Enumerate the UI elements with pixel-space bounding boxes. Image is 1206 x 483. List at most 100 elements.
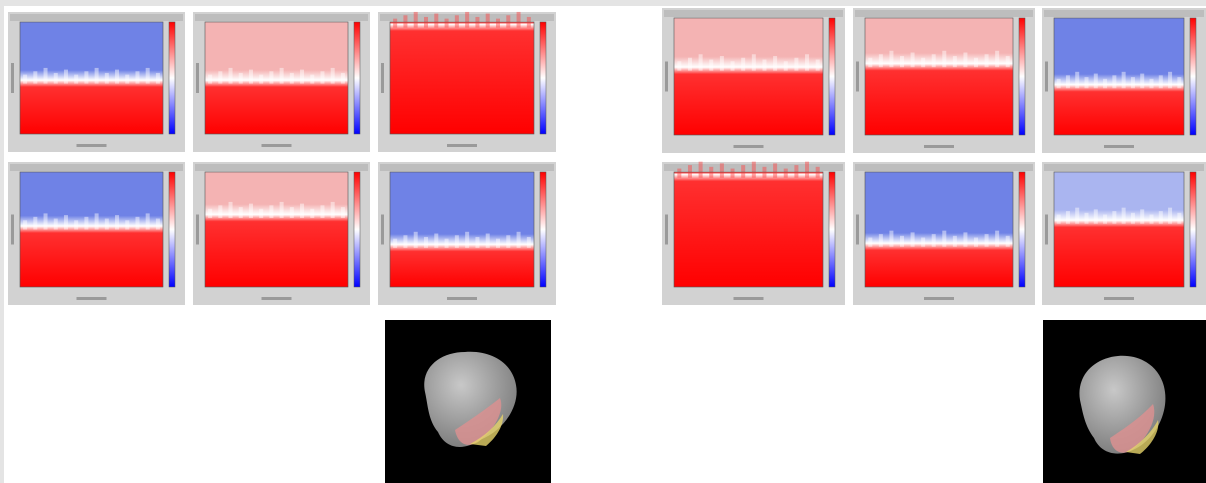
spectrogram-streak (1130, 77, 1135, 89)
spectrogram-image (1054, 172, 1184, 287)
x-axis-label-strip (447, 144, 477, 147)
spectrogram-streak (320, 71, 325, 84)
spectrogram-streak (74, 74, 79, 84)
spectrogram-streak (1168, 207, 1173, 224)
spectrogram-streak (952, 235, 957, 247)
spectrogram-streak (805, 54, 810, 71)
spectrogram-streak (330, 201, 335, 218)
spectrogram-streak (878, 234, 883, 247)
spectrogram-streak (1065, 75, 1070, 89)
spectrogram-streak (963, 52, 968, 68)
spectrogram-streak (1121, 71, 1126, 89)
colorbar (1189, 171, 1197, 288)
colorbar (1018, 171, 1026, 288)
spectrogram-streak (984, 54, 989, 68)
spectrogram-streak (1065, 211, 1070, 224)
spectrogram-streak (942, 230, 947, 247)
spectrogram-streak (900, 56, 904, 68)
spectrogram-streak (23, 220, 28, 230)
spectrogram-streak (984, 234, 989, 247)
panel-title-strip (10, 164, 183, 171)
colorbar (539, 21, 547, 135)
spectrogram-streak (208, 74, 213, 84)
y-axis-label-strip (665, 214, 668, 245)
spectrogram-streak (995, 50, 1000, 68)
spectrogram-panel (378, 11, 556, 152)
spectrogram-streak (403, 235, 408, 248)
spectrogram-streak (1140, 209, 1145, 224)
spectrogram-streak (868, 57, 873, 68)
x-axis-label-strip (733, 297, 764, 300)
x-axis-label-strip (924, 297, 954, 300)
panel-title-strip (380, 164, 554, 171)
spectrogram-image (20, 172, 163, 287)
spectrogram-streak (516, 231, 521, 248)
spectrogram-panel (8, 162, 185, 305)
spectrogram-streak (424, 236, 428, 248)
spectrogram-streak (794, 165, 799, 178)
x-axis-label-strip (1104, 145, 1134, 148)
y-axis-label-strip (381, 214, 384, 245)
spectrogram-streak (104, 72, 109, 84)
spectrogram-streak (43, 213, 48, 230)
y-axis-label-strip (196, 63, 199, 93)
colorbar (353, 21, 361, 135)
spectrogram-streak (1112, 75, 1117, 89)
spectrogram-streak (805, 161, 810, 178)
spectrogram-streak (1093, 209, 1098, 224)
brain-image (385, 320, 551, 483)
spectrogram-streak (125, 220, 130, 230)
colorbar (828, 17, 836, 136)
spectrogram-streak (393, 238, 398, 248)
spectrogram-streak (218, 71, 223, 84)
spectrogram-streak (1177, 212, 1182, 224)
colorbar (168, 21, 176, 135)
spectrogram-streak (300, 69, 305, 84)
plot-frame (19, 171, 164, 288)
spectrogram-streak (269, 205, 274, 218)
y-axis-label-strip (665, 61, 668, 92)
spectrogram-streak (1158, 211, 1163, 224)
y-axis-label-strip (11, 63, 14, 93)
spectrogram-streak (719, 163, 724, 178)
spectrogram-streak (413, 11, 418, 28)
spectrogram-streak (475, 236, 480, 248)
panel-title-strip (10, 14, 183, 21)
spectrogram-streak (963, 232, 968, 247)
colorbar (1018, 17, 1026, 136)
spectrogram-streak (496, 18, 500, 28)
y-axis-label-strip (1045, 214, 1048, 245)
spectrogram-streak (289, 207, 294, 218)
panel-title-strip (664, 164, 843, 171)
panel-title-strip (1044, 10, 1204, 17)
spectrogram-streak (1121, 207, 1126, 224)
spectrogram-streak (741, 165, 746, 178)
spectrogram-streak (1093, 73, 1098, 89)
spectrogram-streak (248, 69, 253, 84)
x-axis-label-strip (76, 144, 107, 147)
spectrogram-streak (1103, 214, 1108, 224)
spectrogram-streak (1056, 214, 1061, 224)
x-axis-label-strip (447, 297, 477, 300)
spectrogram-streak (269, 71, 274, 84)
brain-region (1110, 404, 1155, 453)
spectrogram-streak (403, 15, 408, 28)
spectrogram-streak (145, 213, 150, 230)
spectrogram-image (20, 22, 163, 134)
spectrogram-streak (413, 231, 418, 248)
spectrogram-streak (155, 72, 160, 84)
spectrogram-streak (677, 61, 682, 71)
spectrogram-image (865, 18, 1013, 135)
spectrogram-streak (84, 216, 89, 230)
x-axis-label-strip (1104, 297, 1134, 300)
spectrogram-streak (94, 213, 99, 230)
spectrogram-streak (1005, 235, 1010, 247)
plot-frame (19, 21, 164, 135)
y-axis-label-strip (196, 214, 199, 245)
spectrogram-streak (516, 11, 521, 28)
spectrogram-panel (1042, 162, 1206, 305)
y-axis-label-strip (381, 63, 384, 93)
spectrogram-streak (1158, 75, 1163, 89)
spectrogram-streak (485, 233, 490, 248)
